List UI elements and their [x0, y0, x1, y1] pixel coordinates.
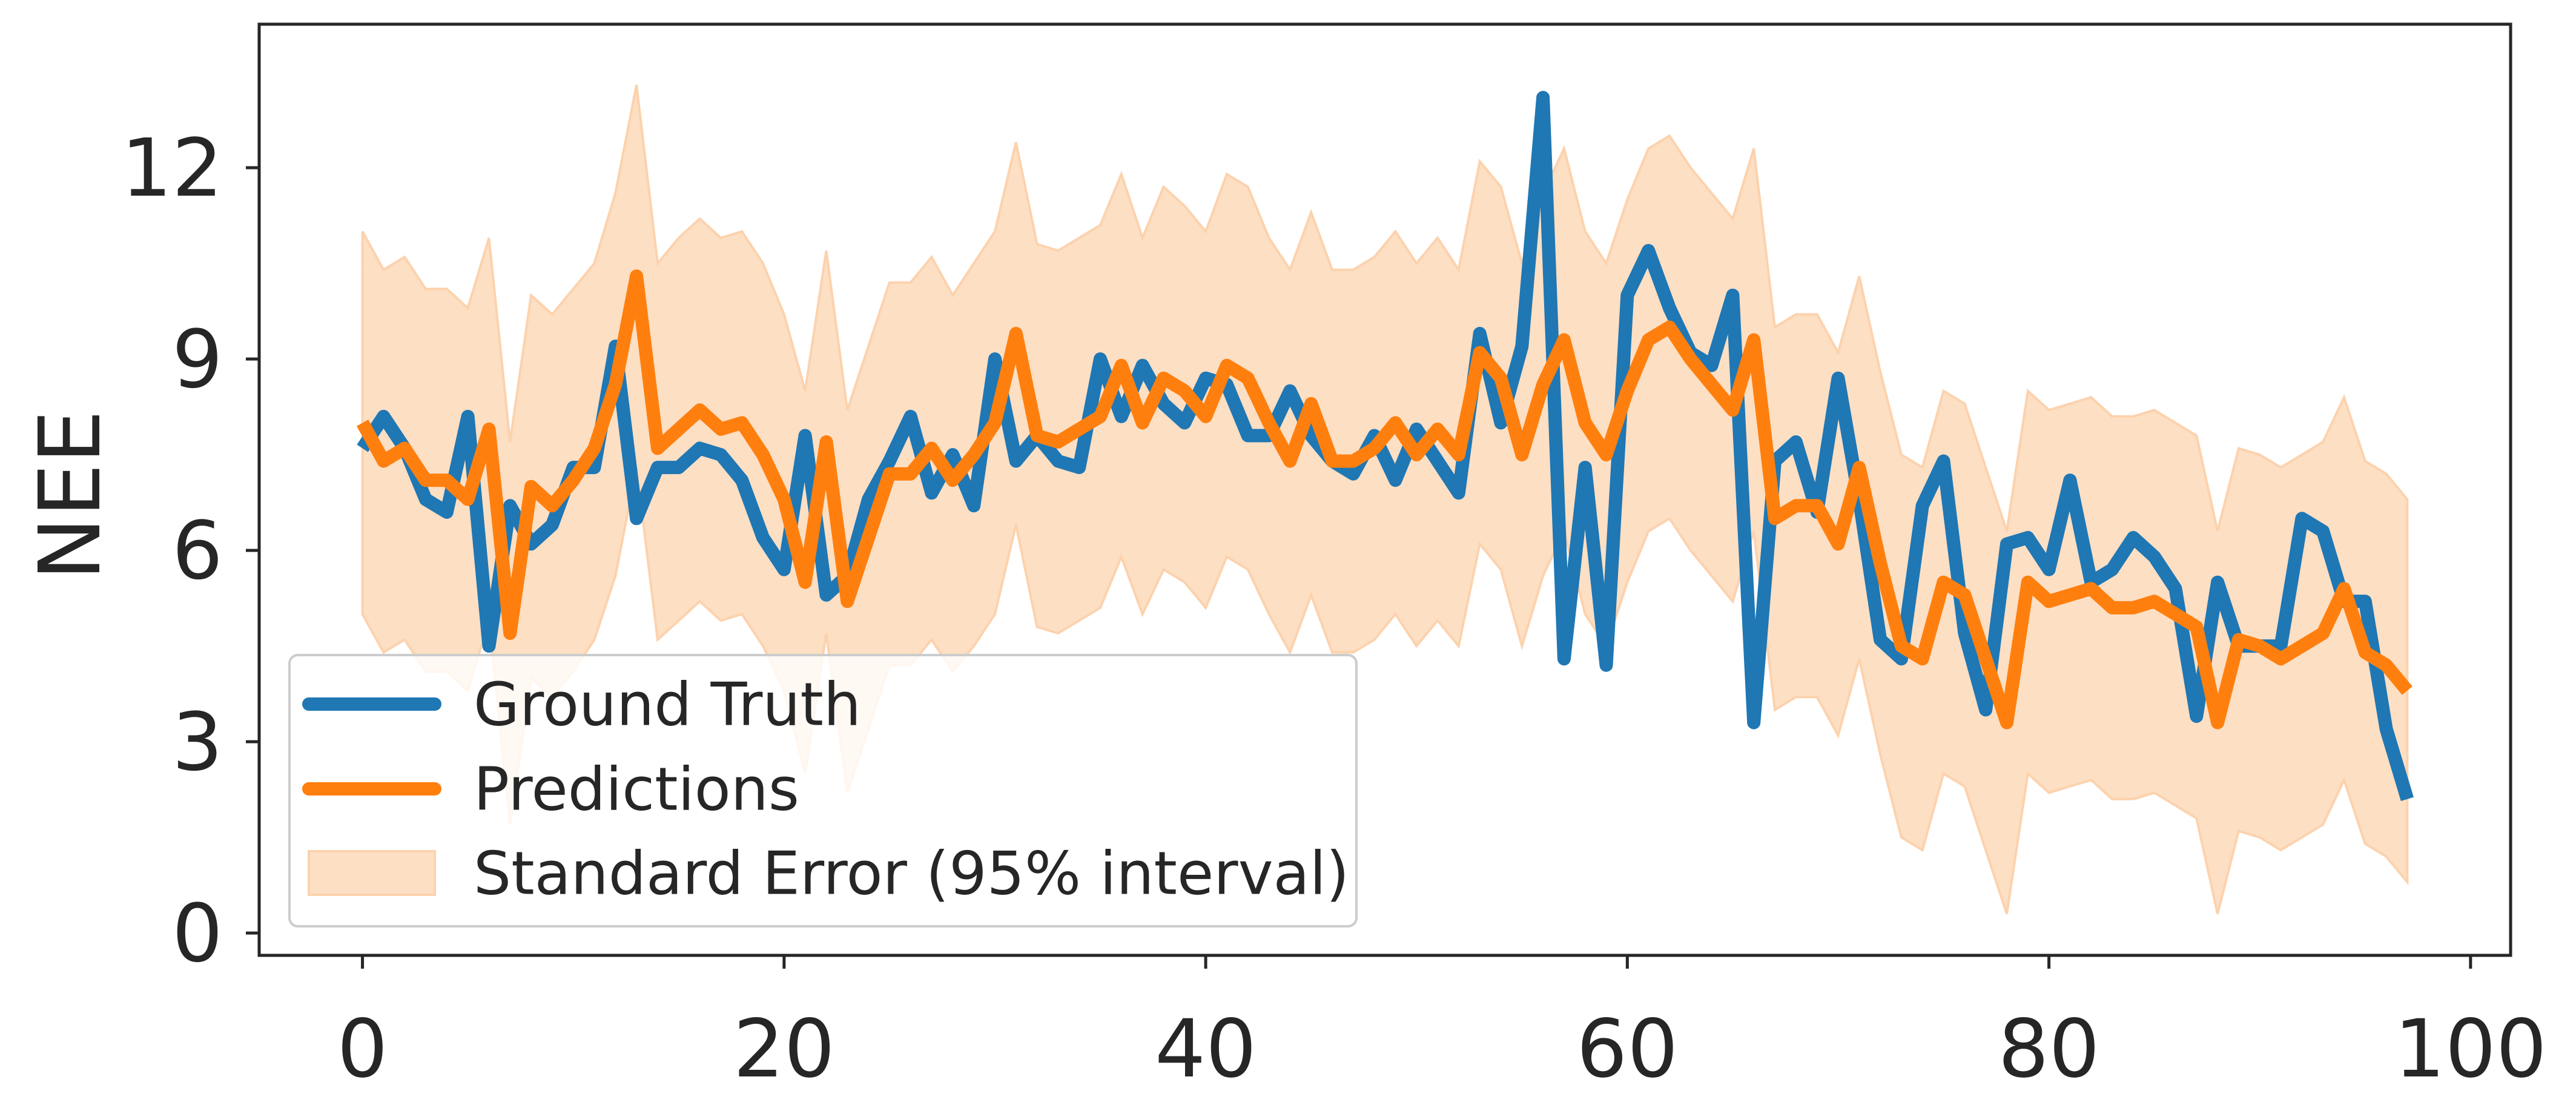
- x-tick-label: 20: [733, 1003, 835, 1094]
- legend-swatch-standard-error: [308, 850, 436, 896]
- legend-label-standard-error: Standard Error (95% interval): [474, 839, 1349, 908]
- legend-label-ground-truth: Ground Truth: [474, 670, 861, 739]
- ground-truth-line: [357, 91, 2414, 802]
- y-tick-label: 0: [172, 887, 223, 980]
- x-tick-label: 60: [1576, 1003, 1678, 1094]
- y-tick-label: 6: [172, 504, 223, 598]
- legend-frame: [288, 654, 1358, 928]
- y-tick-label: 3: [172, 696, 223, 789]
- predictions-line: [356, 269, 2413, 730]
- x-tick-label: 80: [1998, 1003, 2100, 1094]
- y-tick-label: 9: [172, 313, 223, 406]
- y-axis-label: NEE: [21, 410, 120, 581]
- x-axis-ticks: 0 20 40 60 80 100: [337, 955, 2547, 1094]
- y-axis-ticks: 0 3 6 9 12: [121, 122, 259, 980]
- y-tick-label: 12: [121, 122, 223, 215]
- legend-label-predictions: Predictions: [474, 755, 799, 824]
- series-layer: [356, 91, 2414, 802]
- x-tick-label: 40: [1155, 1003, 1257, 1094]
- legend: Ground Truth Predictions Standard Error …: [288, 654, 1358, 928]
- x-tick-label: 100: [2394, 1003, 2547, 1094]
- plot-area-frame: [257, 22, 2512, 957]
- x-tick-label: 0: [337, 1003, 388, 1094]
